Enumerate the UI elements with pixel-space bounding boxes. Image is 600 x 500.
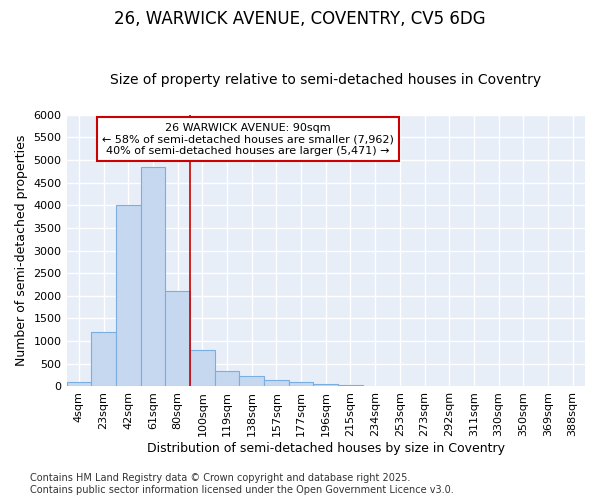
Bar — [289, 382, 313, 386]
Y-axis label: Number of semi-detached properties: Number of semi-detached properties — [15, 135, 28, 366]
Bar — [140, 166, 165, 386]
Bar — [67, 382, 91, 386]
Bar — [116, 205, 140, 386]
Text: 26, WARWICK AVENUE, COVENTRY, CV5 6DG: 26, WARWICK AVENUE, COVENTRY, CV5 6DG — [114, 10, 486, 28]
Bar — [239, 376, 264, 386]
Bar — [190, 350, 215, 387]
Bar — [338, 385, 363, 386]
Bar — [91, 332, 116, 386]
Bar — [165, 292, 190, 386]
Bar — [264, 380, 289, 386]
Bar — [215, 370, 239, 386]
Title: Size of property relative to semi-detached houses in Coventry: Size of property relative to semi-detach… — [110, 73, 541, 87]
Text: Contains HM Land Registry data © Crown copyright and database right 2025.
Contai: Contains HM Land Registry data © Crown c… — [30, 474, 454, 495]
Text: 26 WARWICK AVENUE: 90sqm
← 58% of semi-detached houses are smaller (7,962)
40% o: 26 WARWICK AVENUE: 90sqm ← 58% of semi-d… — [102, 122, 394, 156]
Bar — [313, 384, 338, 386]
X-axis label: Distribution of semi-detached houses by size in Coventry: Distribution of semi-detached houses by … — [147, 442, 505, 455]
